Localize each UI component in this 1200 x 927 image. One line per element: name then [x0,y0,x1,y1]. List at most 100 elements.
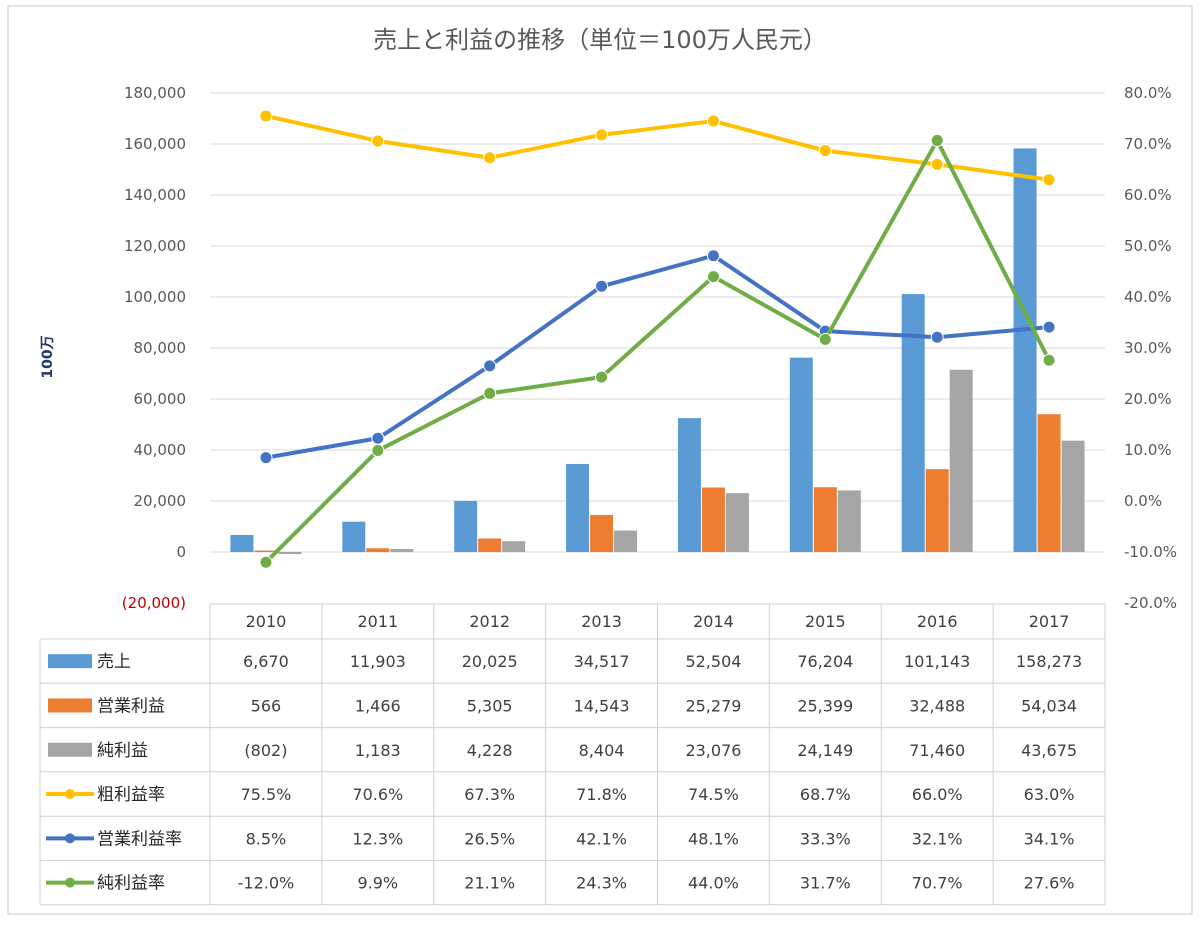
data-label: 71.8% [576,785,627,804]
data-label: 76,204 [797,652,853,671]
left-tick-label: 100,000 [124,288,186,306]
data-label: 6,670 [243,652,289,671]
legend-label: 純利益率 [97,874,165,894]
right-tick-label: 0.0% [1124,492,1162,510]
data-label: 1,183 [355,741,401,760]
data-label: 4,228 [467,741,513,760]
data-label: -12.0% [238,874,295,893]
legend-label: 売上 [97,652,131,672]
left-tick-label: 120,000 [124,237,186,255]
data-label: 48.1% [688,829,739,848]
line-3-point [818,332,832,346]
line-2-point [595,279,609,293]
lines [259,109,1056,569]
left-tick-label: 40,000 [134,441,187,459]
data-label: 26.5% [464,829,515,848]
left-axis-ticks: (20,000) 0 20,000 40,000 60,000 80,000 100,000… [122,84,186,612]
legend-swatch [48,654,92,669]
line-2-point [259,451,273,465]
x-tick-label: 2014 [693,612,734,631]
data-label: 9.9% [357,874,398,893]
bar-1 [1013,148,1037,552]
data-label: 8,404 [579,741,625,760]
data-label: 71,460 [909,741,965,760]
data-label: 42.1% [576,829,627,848]
data-label: 24,149 [797,741,853,760]
legend-marker [65,833,75,844]
y-axis-label: 100万 [40,335,56,378]
bar-1 [230,534,254,552]
data-label: 158,273 [1016,652,1082,671]
data-label: 5,305 [467,696,513,715]
bar-3 [1061,440,1085,552]
data-label: 8.5% [246,829,287,848]
x-tick-label: 2017 [1029,612,1070,631]
bar-3 [725,493,749,552]
bar-2 [813,487,837,552]
data-label: 66.0% [912,785,963,804]
chart-frame [7,5,1193,915]
data-label: 33.3% [800,829,851,848]
data-label: 101,143 [904,652,970,671]
data-label: 11,903 [350,652,406,671]
bar-1 [454,500,478,552]
legend-label: 営業利益率 [97,829,182,849]
data-label: 74.5% [688,785,739,804]
line-1-point [930,157,944,171]
bar-2 [478,538,502,552]
data-label: 12.3% [352,829,403,848]
data-label: 27.6% [1024,874,1075,893]
right-tick-label: -20.0% [1124,594,1177,612]
line-1-point [595,128,609,142]
data-label: 43,675 [1021,741,1077,760]
right-tick-label: 80.0% [1124,84,1172,102]
line-2-point [371,431,385,445]
bars [230,148,1085,555]
data-label: 70.6% [352,785,403,804]
bar-2 [366,548,390,552]
bar-3 [390,548,414,552]
left-tick-label: 160,000 [124,135,186,153]
bar-1 [342,521,366,552]
bar-1 [566,463,590,552]
x-tick-label: 2010 [246,612,287,631]
x-tick-label: 2016 [917,612,958,631]
data-label: 75.5% [241,785,292,804]
right-tick-label: 70.0% [1124,135,1172,153]
data-table: 2010 2011 2012 2013 2014 2015 2016 2017 売上 6,670 1… [39,603,1106,906]
line-1-point [371,134,385,148]
line-2-point [706,249,720,263]
data-label: 24.3% [576,874,627,893]
right-tick-label: 60.0% [1124,186,1172,204]
legend-label: 純利益 [97,741,148,761]
line-2 [265,253,1050,460]
bar-3 [502,541,526,552]
bar-3 [278,552,302,555]
bar-1 [677,418,701,552]
x-tick-label: 2013 [581,612,622,631]
data-label: 52,504 [685,652,741,671]
bar-2 [925,469,949,552]
left-tick-label: 180,000 [124,84,186,102]
data-label: 31.7% [800,874,851,893]
legend-swatch [48,698,92,713]
bar-2 [701,487,725,552]
line-2-point [930,330,944,344]
left-tick-label: (20,000) [122,594,186,612]
data-label: 54,034 [1021,696,1077,715]
left-tick-label: 60,000 [134,390,187,408]
data-label: 25,399 [797,696,853,715]
right-tick-label: -10.0% [1124,543,1177,561]
line-3-point [483,386,497,400]
legend-marker [65,877,75,888]
data-label: 32.1% [912,829,963,848]
line-3-point [930,133,944,147]
right-tick-label: 50.0% [1124,237,1172,255]
data-label: (802) [244,741,287,760]
data-label: 20,025 [462,652,518,671]
right-axis-ticks: -20.0% -10.0% 0.0% 10.0% 20.0% 30.0% 40.0% 50.0… [1124,84,1177,612]
data-label: 34.1% [1024,829,1075,848]
legend-marker [65,789,75,800]
line-3 [264,138,1051,564]
